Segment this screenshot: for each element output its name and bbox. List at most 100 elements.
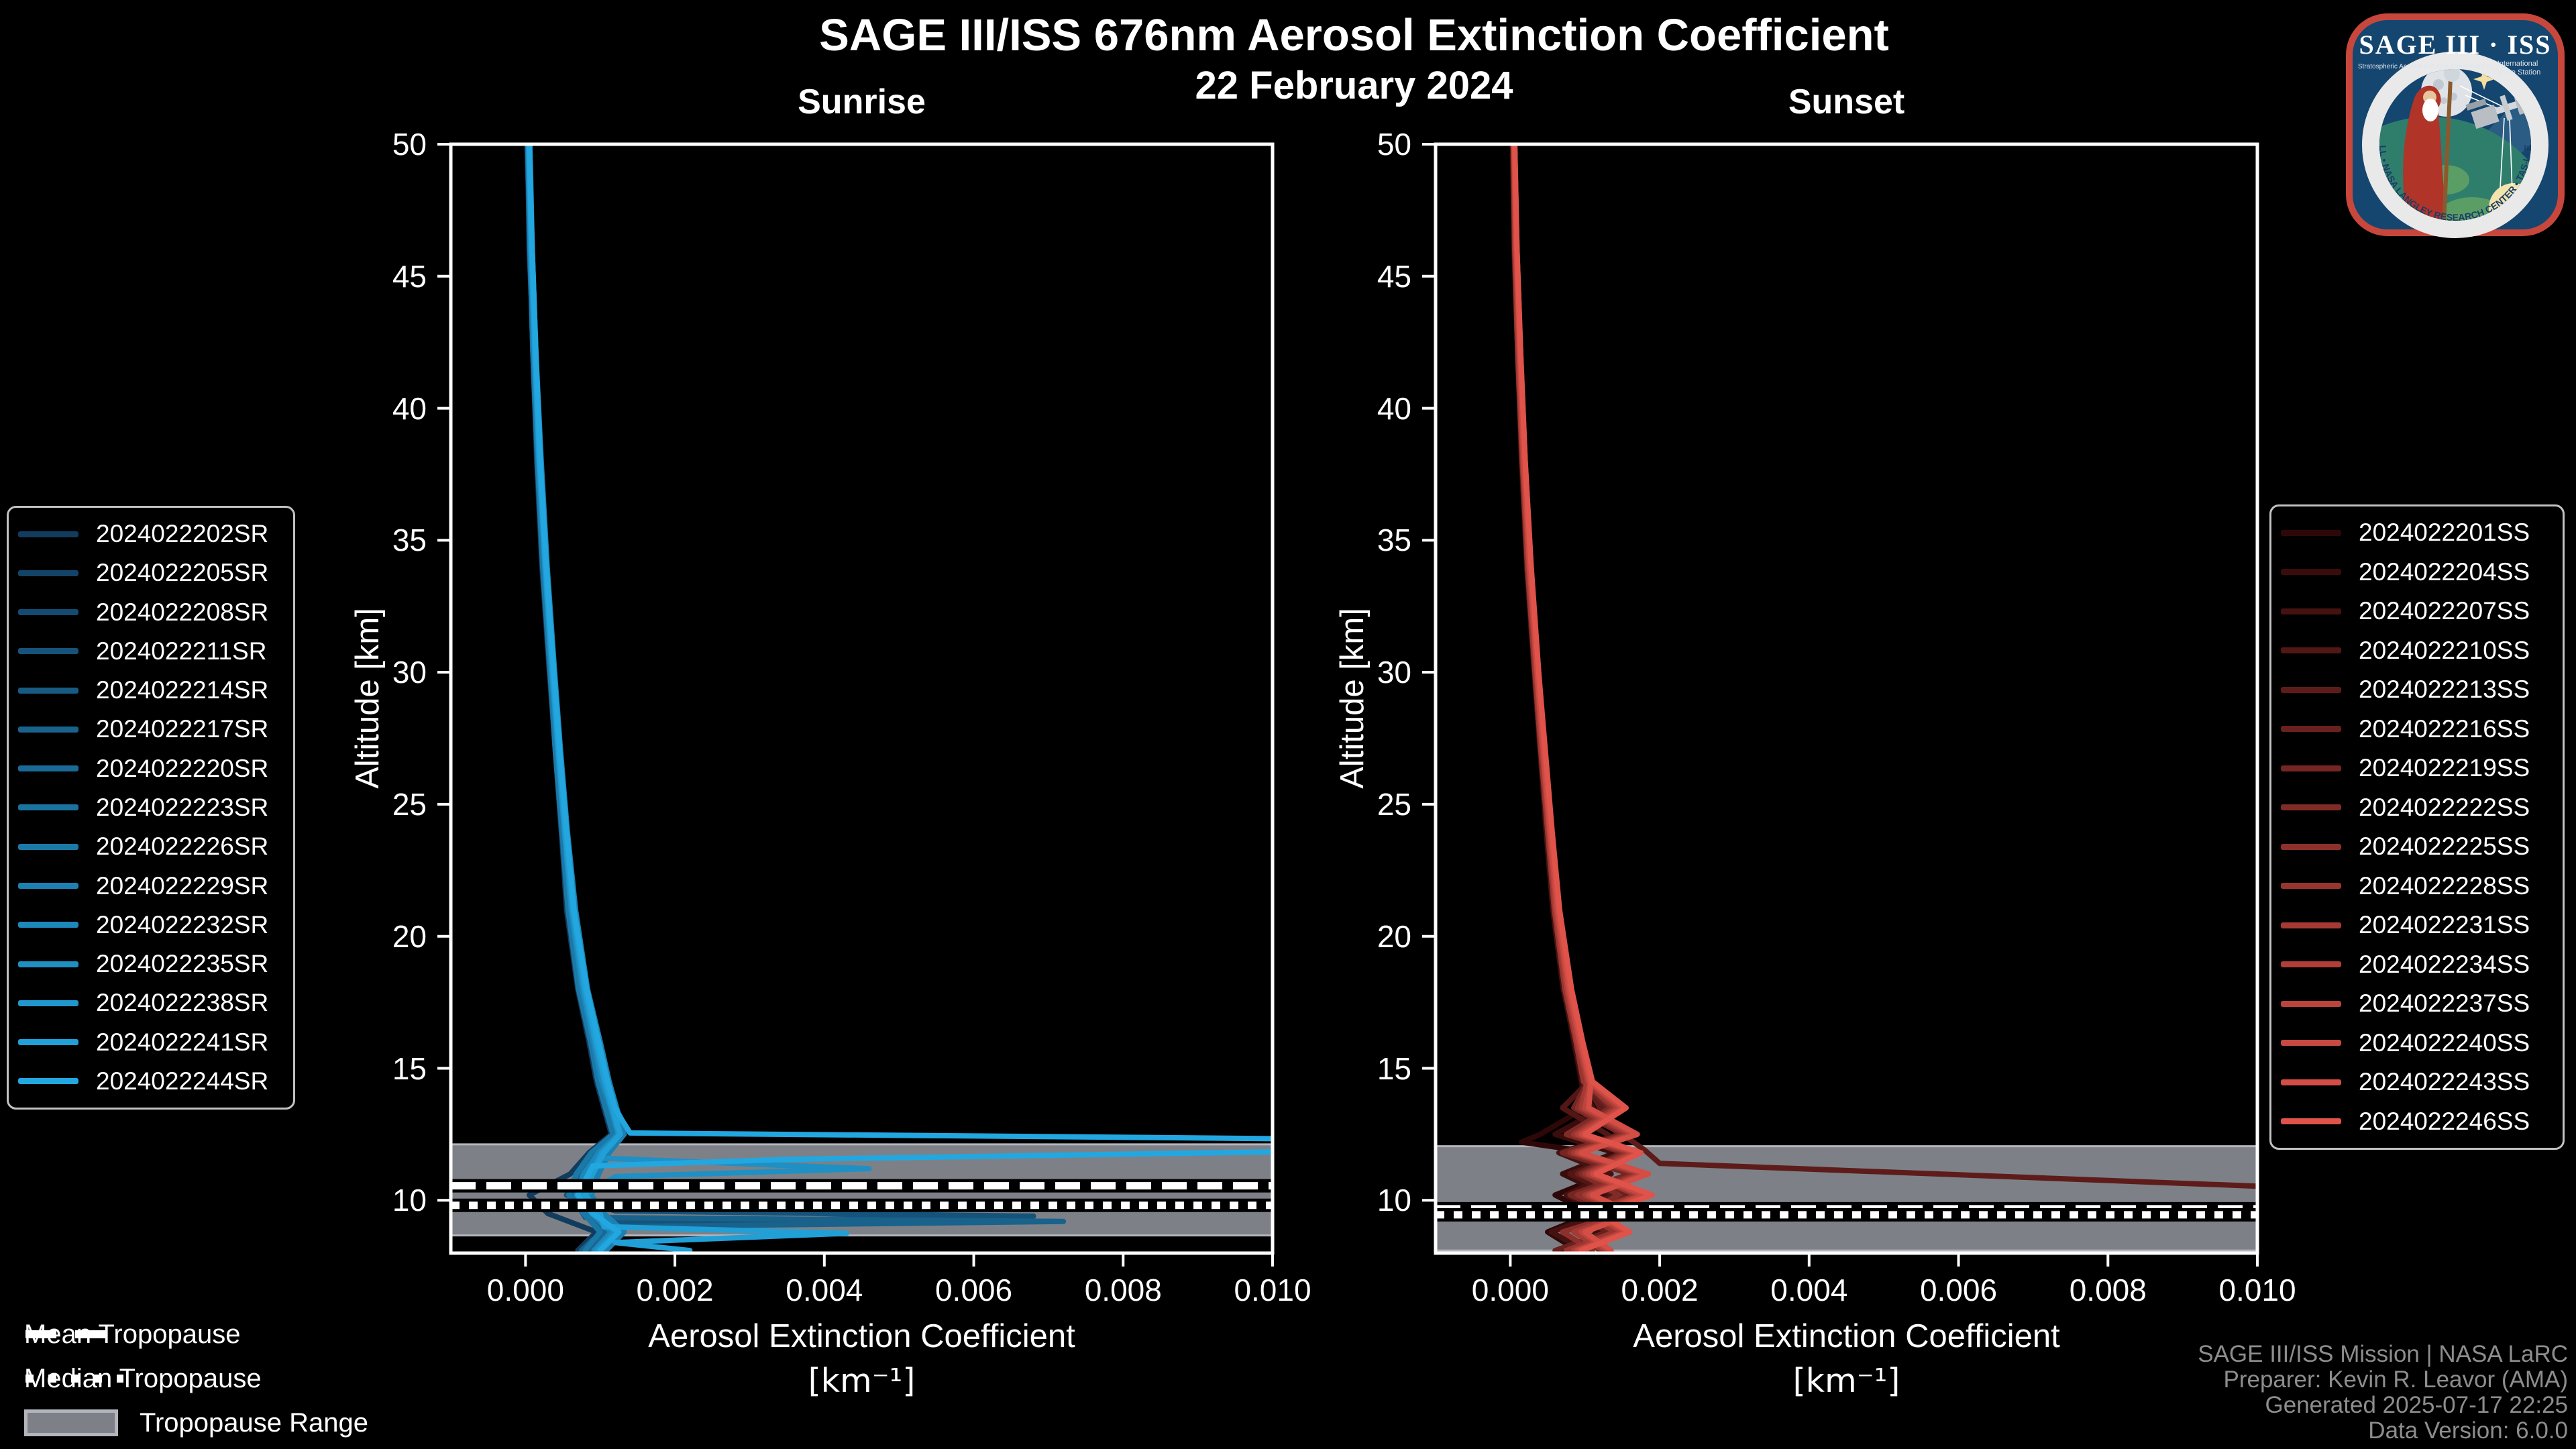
legend-item: 2024022205SR (9, 553, 293, 592)
legend-event-label: 2024022211SR (96, 637, 267, 665)
ytick-label: 20 (392, 918, 427, 954)
xtick-label: 0.008 (2069, 1273, 2147, 1307)
legend-event-label: 2024022220SR (96, 754, 269, 782)
legend-item: 2024022241SR (9, 1023, 293, 1062)
profile-line-2024022222SS (1510, 144, 1633, 1253)
legend-line-swatch-icon (18, 922, 78, 928)
legend-line-swatch-icon (2281, 1000, 2341, 1007)
legend-line-swatch-icon (2281, 804, 2341, 811)
ytick-label: 40 (1377, 390, 1411, 426)
legend-item: 2024022207SS (2271, 592, 2563, 631)
legend-event-label: 2024022202SR (96, 520, 269, 548)
legend-event-label: 2024022241SR (96, 1028, 269, 1056)
xtick-label: 0.004 (786, 1273, 863, 1307)
profile-line-2024022244SR (526, 144, 1273, 1253)
xtick-label: 0.010 (1234, 1273, 1311, 1307)
profile-line-2024022216SS (1510, 144, 1633, 1253)
ytick-label: 25 (1377, 786, 1411, 822)
tropopause-legend: Mean Tropopause Median Tropopause Tropop… (24, 1312, 368, 1445)
profile-line-2024022213SS (1510, 144, 2257, 1189)
xtick-label: 0.000 (1471, 1273, 1549, 1307)
legend-event-label: 2024022232SR (96, 910, 269, 938)
legend-line-swatch-icon (2281, 686, 2341, 693)
legend-event-label: 2024022205SR (96, 559, 269, 587)
tropopause-range-label: Tropopause Range (140, 1407, 368, 1438)
sunset-profiles (1509, 144, 2257, 1253)
legend-event-label: 2024022219SS (2359, 754, 2530, 782)
xtick-label: 0.002 (636, 1273, 714, 1307)
legend-event-label: 2024022246SS (2359, 1107, 2530, 1135)
legend-event-label: 2024022238SR (96, 989, 269, 1017)
legend-event-label: 2024022216SS (2359, 714, 2530, 743)
sunset-xaxis-unit: [km⁻¹] (1792, 1362, 1900, 1400)
ytick-label: 45 (1377, 258, 1411, 294)
legend-item: 2024022213SS (2271, 670, 2563, 709)
legend-item: 2024022217SR (9, 710, 293, 749)
xtick-label: 0.006 (934, 1273, 1013, 1307)
star-icon (2473, 69, 2495, 90)
legend-event-label: 2024022223SR (96, 793, 269, 821)
ytick-label: 10 (392, 1183, 427, 1218)
legend-event-label: 2024022234SS (2359, 950, 2530, 978)
sunset-xaxis-label: Aerosol Extinction Coefficient (1633, 1318, 2060, 1354)
legend-line-swatch-icon (18, 726, 78, 733)
legend-item: 2024022237SS (2271, 984, 2563, 1023)
sunrise-yaxis-label: Altitude [km] (350, 608, 386, 789)
attribution-version: Data Version: 6.0.0 (2368, 1417, 2568, 1444)
legend-line-swatch-icon (18, 1000, 78, 1006)
tropopause-range-legend-item: Tropopause Range (24, 1401, 368, 1445)
legend-line-swatch-icon (18, 1039, 78, 1046)
xtick-label: 0.010 (2218, 1273, 2296, 1307)
legend-line-swatch-icon (18, 883, 78, 890)
legend-event-label: 2024022208SR (96, 598, 269, 626)
legend-line-swatch-icon (2281, 1079, 2341, 1085)
legend-item: 2024022202SR (9, 515, 293, 553)
legend-event-label: 2024022207SS (2359, 597, 2530, 625)
ytick-label: 35 (1377, 523, 1411, 558)
legend-event-label: 2024022201SS (2359, 519, 2530, 547)
profile-line-2024022219SS (1511, 144, 1633, 1253)
legend-item: 2024022210SS (2271, 631, 2563, 670)
sunrise-panel-title: Sunrise (798, 83, 926, 121)
legend-item: 2024022243SS (2271, 1063, 2563, 1102)
sunset-event-legend: 2024022201SS 2024022204SS 2024022207SS 2024… (2269, 504, 2565, 1150)
legend-item: 2024022216SS (2271, 710, 2563, 749)
legend-item: 2024022214SR (9, 671, 293, 710)
legend-item: 2024022208SR (9, 593, 293, 632)
ytick-label: 10 (1377, 1183, 1411, 1218)
legend-event-label: 2024022204SS (2359, 557, 2530, 586)
legend-line-swatch-icon (2281, 961, 2341, 968)
legend-event-label: 2024022231SS (2359, 911, 2530, 939)
legend-item: 2024022201SS (2271, 513, 2563, 552)
legend-item: 2024022228SS (2271, 867, 2563, 906)
ytick-label: 15 (1377, 1051, 1411, 1086)
mean-tropopause-legend-item: Mean Tropopause (24, 1312, 368, 1356)
xtick-label: 0.000 (486, 1273, 564, 1307)
legend-line-swatch-icon (2281, 647, 2341, 654)
mission-logo: SAGE III · ISS Stratospheric Aerosol and… (2341, 3, 2565, 238)
legend-item: 2024022232SR (9, 906, 293, 945)
legend-line-swatch-icon (18, 570, 78, 576)
legend-item: 2024022229SR (9, 867, 293, 906)
legend-event-label: 2024022213SS (2359, 676, 2530, 704)
legend-line-swatch-icon (18, 1078, 78, 1085)
attribution-block: SAGE III/ISS Mission | NASA LaRC Prepare… (2198, 1342, 2568, 1444)
mean-tropopause-label: Mean Tropopause (24, 1319, 241, 1349)
legend-event-label: 2024022240SS (2359, 1028, 2530, 1057)
profile-line-2024022228SS (1510, 144, 1640, 1253)
legend-item: 2024022204SS (2271, 553, 2563, 592)
median-tropopause-label: Median Tropopause (24, 1363, 262, 1393)
legend-line-swatch-icon (18, 961, 78, 967)
logo-ring (2362, 52, 2548, 238)
legend-item: 2024022220SR (9, 749, 293, 788)
profile-line-2024022210SS (1511, 144, 1633, 1253)
logo-title: SAGE III · ISS (2359, 30, 2551, 60)
xtick-label: 0.004 (1770, 1273, 1848, 1307)
sunrise-xaxis-unit: [km⁻¹] (808, 1362, 916, 1400)
ytick-label: 20 (1377, 918, 1411, 954)
legend-line-swatch-icon (18, 765, 78, 772)
legend-event-label: 2024022225SS (2359, 833, 2530, 861)
legend-item: 2024022244SR (9, 1062, 293, 1101)
